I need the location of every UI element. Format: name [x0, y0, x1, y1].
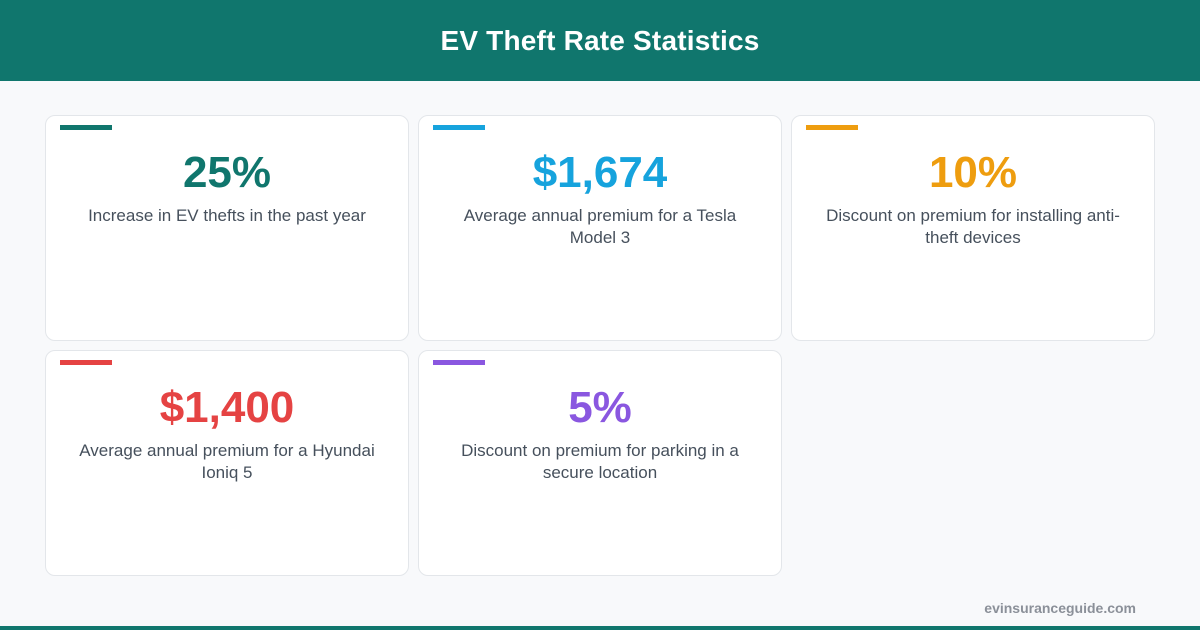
card-accent-bar — [433, 360, 485, 365]
stat-value: 5% — [568, 383, 632, 432]
card-accent-bar — [60, 125, 112, 130]
stat-value: 10% — [928, 148, 1018, 197]
stat-card-anti-theft-discount: 10% Discount on premium for installing a… — [791, 115, 1155, 341]
bottom-accent-bar — [0, 626, 1200, 630]
stat-description: Average annual premium for a Tesla Model… — [463, 206, 737, 247]
stat-description: Increase in EV thefts in the past year — [88, 206, 366, 225]
site-url: evinsuranceguide.com — [984, 600, 1136, 616]
stat-card-secure-parking-discount: 5% Discount on premium for parking in a … — [418, 350, 782, 576]
card-accent-bar — [806, 125, 858, 130]
card-accent-bar — [60, 360, 112, 365]
stat-value: 25% — [182, 148, 272, 197]
stat-value: $1,400 — [159, 383, 295, 432]
stat-card-hyundai-premium: $1,400 Average annual premium for a Hyun… — [45, 350, 409, 576]
page-header: EV Theft Rate Statistics — [0, 0, 1200, 81]
stat-description: Discount on premium for parking in a sec… — [461, 441, 739, 482]
page-title: EV Theft Rate Statistics — [440, 24, 760, 56]
stat-value: $1,674 — [532, 148, 668, 197]
stat-description: Discount on premium for installing anti-… — [826, 206, 1120, 247]
card-accent-bar — [433, 125, 485, 130]
stat-card-ev-thefts: 25% Increase in EV thefts in the past ye… — [45, 115, 409, 341]
stat-card-tesla-premium: $1,674 Average annual premium for a Tesl… — [418, 115, 782, 341]
stat-description: Average annual premium for a Hyundai Ion… — [79, 441, 375, 482]
